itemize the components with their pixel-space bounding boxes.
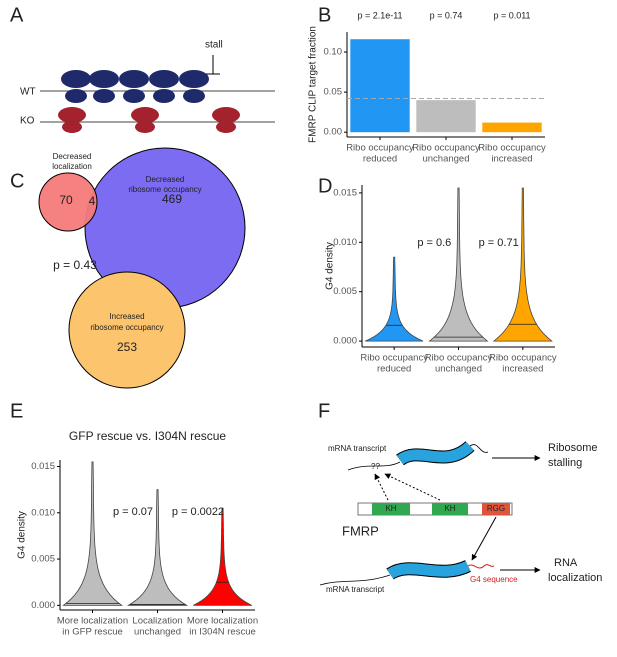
y-tick-label: 0.000 [31,600,55,611]
x-tick-label: unchanged [422,154,469,165]
p-value: p = 0.43 [53,258,97,272]
domain-label: KH [385,504,396,513]
p-value: p = 0.0022 [172,506,224,518]
venn: Decreased localization Decreased ribosom… [38,147,246,389]
x-tick-label: Ribo occupancy [346,143,414,154]
outcome-label: stalling [548,457,582,469]
x-tick-label: More localization [57,616,128,627]
transcript-label: mRNA transcript [328,444,387,453]
p-value: p = 0.011 [493,10,530,20]
venn-count: 70 [59,193,73,207]
p-value: p = 0.6 [417,237,451,249]
chart-title: GFP rescue vs. I304N rescue [69,429,227,443]
ko-label: KO [20,116,35,127]
bar [482,122,542,133]
violin [126,489,189,606]
p-value: p = 2.1e-11 [357,10,402,20]
venn-circle [68,271,186,389]
x-tick-label: in GFP rescue [62,627,123,638]
p-value: p = 0.07 [113,506,153,518]
venn-count: 4 [89,194,96,208]
venn-label: Increased [109,312,144,321]
y-tick-label: 0.005 [31,554,55,565]
outcome-label: Ribosome [548,442,598,454]
venn-label: localization [52,162,92,171]
p-value: p = 0.71 [479,237,519,249]
y-tick-label: 0.000 [333,336,357,347]
x-tick-label: in I304N rescue [189,627,256,638]
transcript-label: mRNA transcript [326,585,385,594]
panel-letter: C [10,170,24,192]
y-tick-label: 0.005 [333,286,357,297]
x-tick-label: increased [502,364,543,375]
x-tick-label: unchanged [134,627,181,638]
y-axis-label: FMRP CLIP target fraction [308,26,319,143]
violin [492,187,553,342]
venn-label: ribosome occupancy [128,185,201,194]
y-tick-label: 0.015 [31,461,55,472]
x-tick-label: Ribo occupancy [360,353,428,364]
y-tick-label: 0.10 [324,47,343,58]
unknown-label: ?? [371,462,380,471]
violin [428,187,489,342]
venn-label: ribosome occupancy [90,323,163,332]
venn-label: Decreased [146,175,185,184]
x-tick-label: unchanged [435,364,482,375]
x-tick-label: Ribo occupancy [489,353,557,364]
panel-letter: A [10,4,24,26]
y-axis-label: G4 density [325,242,336,290]
venn-label: Decreased [53,152,92,161]
diagram-a: stall WT KO [20,40,275,133]
violin [193,507,252,606]
outcome-label: localization [548,572,602,584]
panel-letter: E [10,400,23,422]
panel-letter: D [318,175,332,197]
x-tick-label: Ribo occupancy [412,143,480,154]
venn-circle [38,172,98,232]
stall-label: stall [205,40,223,51]
x-tick-label: increased [491,154,532,165]
bar [416,100,476,133]
p-value: p = 0.74 [430,10,463,20]
x-tick-label: Ribo occupancy [478,143,546,154]
protein-label: FMRP [342,523,379,538]
y-tick-label: 0.05 [324,87,343,98]
y-axis-label: G4 density [17,511,28,559]
x-tick-label: More localization [187,616,258,627]
x-tick-label: reduced [363,154,397,165]
x-tick-label: Localization [132,616,182,627]
g4-label: G4 sequence [470,575,518,584]
x-tick-label: Ribo occupancy [425,353,493,364]
bar [350,39,410,133]
x-tick-label: reduced [377,364,411,375]
y-tick-label: 0.00 [324,127,343,138]
domain-label: KH [444,504,455,513]
venn-count: 253 [117,340,137,354]
outcome-label: RNA [554,557,578,569]
violin [62,461,123,606]
y-tick-label: 0.010 [333,237,357,248]
panel-letter: B [318,4,331,26]
domain-label: RGG [487,504,505,513]
y-tick-label: 0.015 [333,187,357,198]
venn-count: 469 [162,192,182,206]
panel-letter: F [318,400,330,422]
diagram-f: mRNA transcript ?? Ribosome stalling KH … [319,440,602,594]
violin [365,256,424,342]
y-tick-label: 0.010 [31,507,55,518]
wt-label: WT [20,87,36,98]
